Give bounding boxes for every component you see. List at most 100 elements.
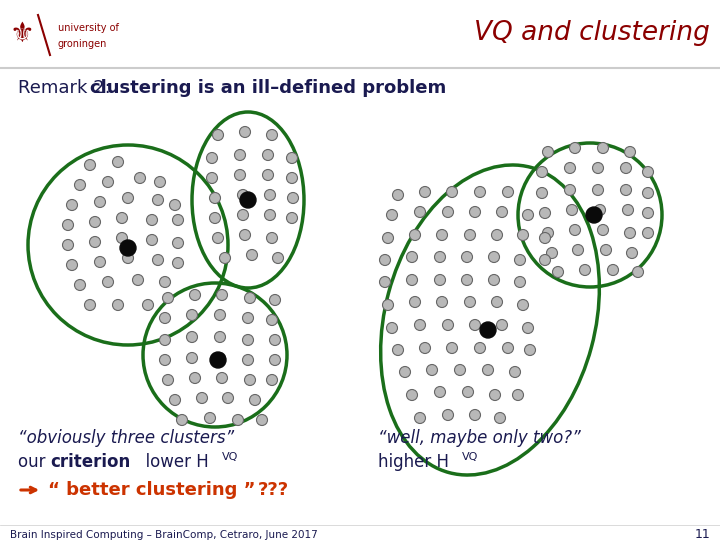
Circle shape: [89, 217, 101, 227]
Circle shape: [598, 143, 608, 153]
Circle shape: [153, 254, 163, 266]
Circle shape: [146, 234, 158, 246]
Circle shape: [415, 320, 426, 330]
Circle shape: [495, 413, 505, 423]
Circle shape: [497, 320, 508, 330]
Circle shape: [407, 252, 418, 262]
Circle shape: [240, 230, 251, 240]
Circle shape: [246, 249, 258, 260]
Circle shape: [250, 395, 261, 406]
Text: our: our: [18, 453, 50, 471]
Circle shape: [245, 293, 256, 303]
Circle shape: [513, 389, 523, 401]
Circle shape: [488, 252, 500, 262]
Circle shape: [546, 247, 557, 259]
Circle shape: [160, 276, 171, 287]
Circle shape: [155, 177, 166, 187]
Circle shape: [189, 373, 200, 383]
Circle shape: [63, 219, 73, 231]
Circle shape: [443, 320, 454, 330]
Circle shape: [593, 185, 603, 195]
Circle shape: [434, 274, 446, 286]
Circle shape: [570, 225, 580, 235]
Circle shape: [524, 345, 536, 355]
Circle shape: [400, 367, 410, 377]
Circle shape: [464, 296, 475, 307]
Circle shape: [243, 313, 253, 323]
Circle shape: [608, 265, 618, 275]
Circle shape: [215, 332, 225, 342]
Circle shape: [426, 364, 438, 375]
Circle shape: [469, 206, 480, 218]
Circle shape: [410, 230, 420, 240]
Circle shape: [272, 253, 284, 264]
Circle shape: [233, 415, 243, 426]
Circle shape: [212, 233, 223, 244]
Circle shape: [542, 227, 554, 239]
Circle shape: [415, 413, 426, 423]
Circle shape: [84, 300, 96, 310]
Circle shape: [122, 192, 133, 204]
Circle shape: [243, 354, 253, 366]
Circle shape: [492, 296, 503, 307]
Circle shape: [66, 260, 78, 271]
Text: clustering is an ill–defined problem: clustering is an ill–defined problem: [90, 79, 446, 97]
Circle shape: [586, 207, 602, 223]
Circle shape: [642, 187, 654, 199]
Circle shape: [102, 177, 114, 187]
Circle shape: [642, 166, 654, 178]
Circle shape: [446, 342, 457, 354]
Circle shape: [462, 387, 474, 397]
Circle shape: [382, 233, 394, 244]
Circle shape: [434, 252, 446, 262]
Circle shape: [626, 247, 637, 259]
Circle shape: [387, 322, 397, 334]
Circle shape: [238, 210, 248, 220]
Circle shape: [410, 296, 420, 307]
Circle shape: [539, 254, 551, 266]
Circle shape: [503, 342, 513, 354]
Circle shape: [94, 256, 106, 267]
Circle shape: [217, 373, 228, 383]
Circle shape: [287, 152, 297, 164]
Circle shape: [443, 206, 454, 218]
Circle shape: [269, 294, 281, 306]
Text: “ better clustering ”: “ better clustering ”: [48, 481, 256, 499]
Circle shape: [160, 354, 171, 366]
Circle shape: [580, 265, 590, 275]
Circle shape: [169, 395, 181, 406]
Circle shape: [454, 364, 466, 375]
Circle shape: [84, 159, 96, 171]
Circle shape: [510, 367, 521, 377]
Text: VQ and clustering: VQ and clustering: [474, 20, 710, 46]
Circle shape: [186, 309, 197, 321]
Circle shape: [382, 300, 394, 310]
Circle shape: [474, 342, 485, 354]
Circle shape: [117, 213, 127, 224]
Circle shape: [189, 289, 200, 300]
Circle shape: [160, 313, 171, 323]
Circle shape: [235, 170, 246, 180]
Text: Remark 2:: Remark 2:: [18, 79, 122, 97]
Circle shape: [117, 233, 127, 244]
Circle shape: [120, 240, 136, 256]
Circle shape: [503, 186, 513, 198]
Circle shape: [488, 274, 500, 286]
Circle shape: [89, 237, 101, 247]
Circle shape: [186, 332, 197, 342]
Text: “well, maybe only two?”: “well, maybe only two?”: [378, 429, 581, 447]
Circle shape: [598, 225, 608, 235]
Circle shape: [542, 146, 554, 158]
Circle shape: [269, 354, 281, 366]
Circle shape: [66, 199, 78, 211]
Circle shape: [287, 213, 297, 224]
Circle shape: [624, 146, 636, 158]
Circle shape: [153, 194, 163, 206]
Circle shape: [539, 207, 551, 219]
Circle shape: [600, 245, 611, 255]
Circle shape: [215, 353, 225, 363]
Circle shape: [240, 192, 256, 208]
Text: VQ: VQ: [462, 452, 478, 462]
Circle shape: [407, 274, 418, 286]
Circle shape: [207, 152, 217, 164]
